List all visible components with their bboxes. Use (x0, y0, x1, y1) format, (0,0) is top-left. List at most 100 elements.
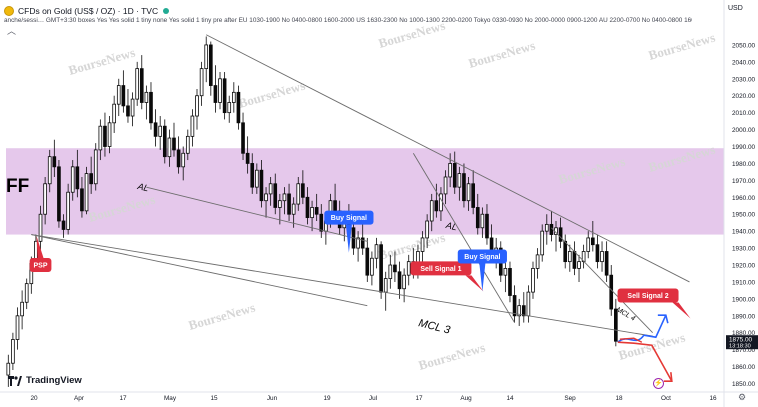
candle-up (84, 173, 89, 212)
market-status-icon (163, 8, 170, 14)
callout-text: Sell Signal 2 (627, 293, 668, 300)
price-tick-label: 1920.00 (732, 263, 756, 270)
candle-up (480, 213, 485, 229)
projection-up-path (643, 314, 667, 339)
candle-down (61, 220, 66, 230)
candle-down (314, 207, 319, 215)
price-tick-label: 2050.00 (732, 42, 756, 49)
candle-down (512, 295, 517, 317)
projection-down-path (617, 341, 673, 382)
projection-red-curve (619, 337, 643, 343)
candle-up (93, 149, 98, 185)
candle-down (273, 183, 278, 208)
candle-up (406, 261, 411, 276)
trend-line (206, 34, 690, 283)
trend-line (31, 234, 368, 307)
candle-up (158, 125, 163, 137)
candle-down (208, 44, 213, 86)
lightning-icon[interactable]: ⚡ (653, 378, 664, 389)
callout-pointer (465, 275, 484, 292)
callout-pointer (345, 224, 352, 253)
candle-up (282, 193, 287, 202)
candle-up (20, 301, 24, 317)
candle-up (218, 78, 222, 103)
candle-down (176, 149, 181, 168)
time-tick-label: Oct (661, 395, 671, 402)
time-tick-label: Apr (74, 395, 85, 402)
candle-down (89, 173, 93, 185)
candle-down (172, 137, 176, 151)
callout-pointer (36, 236, 44, 259)
candle-up (310, 207, 314, 219)
price-tick-label: 2040.00 (732, 59, 756, 66)
candle-up (517, 305, 522, 317)
symbol-title[interactable]: CFDs on Gold (US$ / OZ) · 1D · TVC (18, 6, 159, 16)
candle-up (600, 251, 604, 263)
candle-down (614, 308, 618, 342)
settings-gear-icon[interactable]: ⚙ (738, 392, 747, 402)
candle-up (383, 278, 388, 293)
candle-down (250, 163, 255, 188)
price-tick-label: 1870.00 (732, 347, 756, 354)
price-tick-label: 1980.00 (732, 161, 756, 168)
candle-down (572, 251, 577, 269)
candle-up (43, 183, 47, 215)
candle-up (535, 254, 540, 269)
price-tick-label: 1880.00 (732, 330, 756, 337)
candle-down (103, 125, 107, 147)
price-tick-label: 2030.00 (732, 76, 756, 83)
gold-icon (4, 6, 14, 16)
candle-up (291, 203, 296, 215)
projection-up-path (617, 334, 645, 343)
trend-line (31, 234, 653, 337)
candle-up (420, 237, 425, 252)
candle-down (162, 125, 167, 158)
bar-countdown: 13:18:30 (729, 344, 751, 350)
candle-down (609, 274, 614, 310)
candle-up (466, 183, 471, 202)
time-tick-label: Aug (460, 395, 472, 402)
candle-up (15, 315, 20, 340)
candle-up (38, 213, 43, 242)
callout-text: Buy Signal (464, 254, 500, 261)
indicator-legend[interactable]: anche/sessi… GMT+3:30 boxes Yes Yes soli… (4, 17, 692, 24)
sell-callout (410, 261, 472, 276)
candle-up (425, 220, 429, 239)
candle-up (6, 362, 11, 376)
currency-label[interactable]: USD (728, 5, 743, 12)
candle-up (167, 137, 172, 158)
candle-up (255, 169, 259, 188)
candle-up (268, 183, 273, 195)
line-label: AL (136, 181, 150, 194)
candle-down (213, 85, 218, 103)
trend-line (146, 186, 368, 242)
candle-down (259, 169, 264, 202)
time-tick-label: 15 (210, 395, 218, 402)
candle-down (236, 91, 241, 124)
time-tick-label: 18 (615, 395, 623, 402)
candle-down (139, 68, 144, 103)
candle-down (121, 85, 126, 107)
candle-up (278, 200, 282, 208)
callout-text: Sell Signal 1 (420, 266, 461, 273)
candle-up (503, 268, 508, 276)
candle-up (429, 200, 434, 222)
candle-down (379, 244, 383, 293)
candle-down (434, 200, 439, 212)
candle-down (563, 240, 568, 263)
candle-up (402, 274, 406, 290)
candle-up (388, 264, 393, 279)
candle-down (301, 183, 305, 198)
candle-down (222, 78, 227, 114)
price-tick-label: 2020.00 (732, 93, 756, 100)
candle-up (227, 102, 232, 114)
candle-down (360, 237, 365, 249)
price-tick-label: 1970.00 (732, 178, 756, 185)
price-tick-label: 1910.00 (732, 279, 756, 286)
candle-down (245, 152, 250, 164)
collapse-chevron-icon[interactable]: ︿ (7, 26, 17, 36)
callout-text: PSP (34, 263, 48, 270)
callout-pointer (672, 302, 691, 319)
candle-up (107, 122, 112, 147)
